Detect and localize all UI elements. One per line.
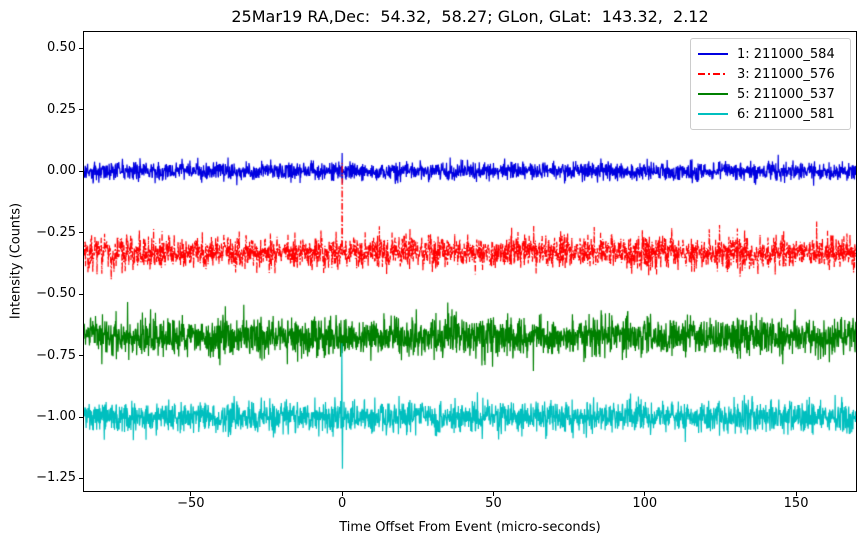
y-tick-label: −1.00 bbox=[36, 409, 76, 425]
legend-entry: 1: 211000_584 bbox=[698, 44, 843, 64]
y-tick-mark bbox=[79, 416, 83, 418]
x-tick-mark bbox=[190, 492, 192, 496]
legend-entry-label: 3: 211000_576 bbox=[737, 66, 835, 82]
x-tick-mark bbox=[341, 492, 343, 496]
legend-entry-label: 6: 211000_581 bbox=[737, 106, 835, 122]
legend-entry: 3: 211000_576 bbox=[698, 64, 843, 84]
x-axis-label: Time Offset From Event (micro-seconds) bbox=[339, 520, 601, 535]
legend-entry-label: 5: 211000_537 bbox=[737, 86, 835, 102]
legend-line-sample-icon bbox=[698, 73, 728, 75]
y-tick-label: 0.25 bbox=[47, 101, 76, 117]
y-tick-mark bbox=[79, 109, 83, 111]
legend-line-sample-icon bbox=[698, 53, 728, 55]
y-tick-mark bbox=[79, 232, 83, 234]
y-tick-mark bbox=[79, 477, 83, 479]
plot-area: 1: 211000_584 3: 211000_576 5: 211000_537 6… bbox=[83, 31, 857, 492]
y-tick-mark bbox=[79, 47, 83, 49]
y-tick-mark bbox=[79, 170, 83, 172]
x-tick-mark bbox=[644, 492, 646, 496]
x-tick-label: 50 bbox=[485, 496, 502, 511]
y-tick-label: −1.25 bbox=[36, 470, 76, 486]
legend: 1: 211000_584 3: 211000_576 5: 211000_537 6… bbox=[690, 38, 851, 130]
y-tick-mark bbox=[79, 293, 83, 295]
legend-line-sample-icon bbox=[698, 113, 728, 115]
chart-title: 25Mar19 RA,Dec: 54.32, 58.27; GLon, GLat… bbox=[231, 7, 709, 26]
x-tick-label: 100 bbox=[632, 496, 658, 511]
y-tick-label: −0.25 bbox=[36, 224, 76, 240]
y-tick-mark bbox=[79, 355, 83, 357]
y-tick-label: −0.50 bbox=[36, 286, 76, 302]
y-tick-label: −0.75 bbox=[36, 347, 76, 363]
x-tick-mark bbox=[492, 492, 494, 496]
x-tick-label: 150 bbox=[783, 496, 809, 511]
legend-entry: 5: 211000_537 bbox=[698, 84, 843, 104]
x-tick-label: −50 bbox=[177, 496, 205, 511]
legend-entry: 6: 211000_581 bbox=[698, 104, 843, 124]
x-tick-label: 0 bbox=[337, 496, 347, 511]
legend-line-sample-icon bbox=[698, 93, 728, 95]
y-tick-label: 0.50 bbox=[47, 40, 76, 56]
legend-entry-label: 1: 211000_584 bbox=[737, 46, 835, 62]
x-tick-mark bbox=[795, 492, 797, 496]
y-tick-label: 0.00 bbox=[47, 163, 76, 179]
